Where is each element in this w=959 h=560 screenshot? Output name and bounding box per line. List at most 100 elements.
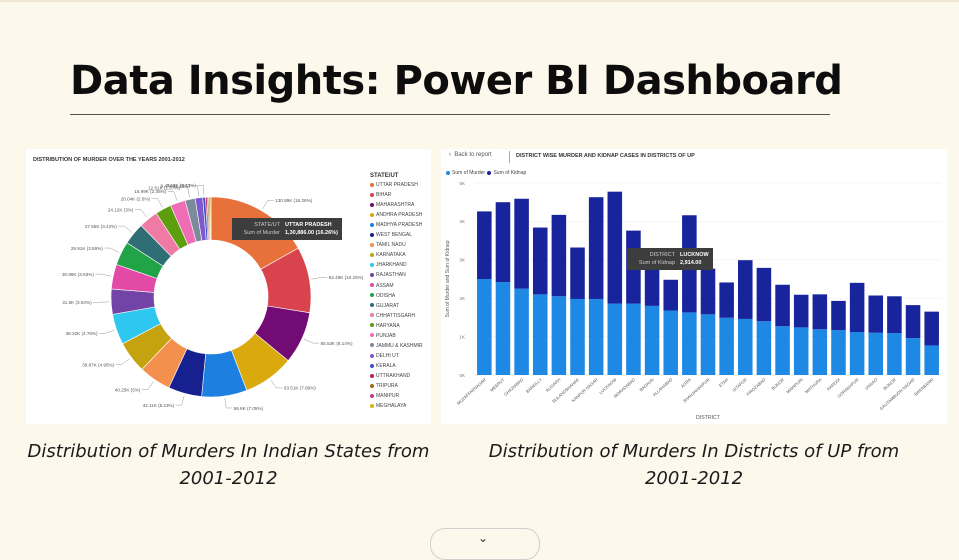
bar-segment[interactable] [645, 306, 660, 375]
legend-dot [370, 323, 374, 327]
bar-segment[interactable] [663, 280, 678, 311]
bar-segment[interactable] [608, 304, 623, 375]
x-tick-label: BADAUN [638, 377, 654, 392]
legend-item[interactable]: GUJARAT [370, 303, 399, 310]
caption-line: Distribution of Murders In Indian States… [26, 438, 431, 465]
legend-dot [370, 193, 374, 197]
donut-chart-panel[interactable]: DISTRIBUTION OF MURDER OVER THE YEARS 20… [26, 149, 431, 424]
donut-leader-line [225, 398, 232, 408]
donut-leader-line [142, 381, 154, 389]
legend-dot [370, 374, 374, 378]
bar-segment[interactable] [813, 329, 828, 375]
bar-segment[interactable] [626, 304, 641, 375]
x-tick-label: MAINPURI [785, 377, 804, 394]
x-tick-label: GHAZIABAD [503, 377, 524, 397]
chevron-down-icon[interactable]: ⌄ [478, 531, 488, 545]
bar-segment[interactable] [552, 215, 567, 296]
donut-data-label: 38.32K (4.76%) [66, 331, 98, 336]
bar-segment[interactable] [868, 296, 883, 333]
legend-item[interactable]: ANDHRA PRADESH [370, 212, 422, 219]
bar-segment[interactable] [477, 211, 492, 279]
bar-segment[interactable] [924, 312, 939, 346]
donut-data-label: 24.12K (3%) [108, 207, 134, 212]
bar-segment[interactable] [719, 282, 734, 317]
legend-item[interactable]: TAMIL NADU [370, 242, 406, 249]
legend-item[interactable]: KARNATAKA [370, 252, 406, 259]
bar-segment[interactable] [533, 294, 548, 375]
bar-segment[interactable] [906, 305, 921, 338]
bar-segment[interactable] [552, 296, 567, 375]
bar-segment[interactable] [589, 197, 604, 299]
bar-segment[interactable] [533, 228, 548, 295]
legend-item[interactable]: MEGHALAYA [370, 403, 406, 410]
legend-item[interactable]: JHARKHAND [370, 262, 407, 269]
bar-segment[interactable] [738, 260, 753, 319]
legend-item[interactable]: BIHAR [370, 192, 391, 199]
bar-segment[interactable] [775, 285, 790, 326]
legend-item[interactable]: CHHATTISGARH [370, 313, 415, 320]
bar-segment[interactable] [496, 282, 511, 375]
bar-segment[interactable] [831, 301, 846, 330]
bar-segment[interactable] [868, 333, 883, 375]
bar-segment[interactable] [570, 248, 585, 299]
bar-chart-panel[interactable]: ‹ Back to report DISTRICT WISE MURDER AN… [441, 149, 947, 424]
legend-item[interactable]: RAJASTHAN [370, 272, 406, 279]
bar-segment[interactable] [831, 330, 846, 375]
bar-segment[interactable] [775, 326, 790, 375]
legend-item[interactable]: KERALA [370, 363, 396, 370]
bar-segment[interactable] [757, 268, 772, 321]
donut-data-label: 3.46K (0.43%) [166, 183, 196, 188]
legend-label: UTTAR PRADESH [376, 182, 418, 188]
legend-label: JHARKHAND [376, 262, 407, 268]
donut-leader-line [135, 210, 147, 218]
bar-segment[interactable] [496, 202, 511, 282]
legend-item[interactable]: UTTRAKHAND [370, 373, 410, 380]
legend-item[interactable]: MAHARASHTRA [370, 202, 414, 209]
legend-item[interactable]: JAMMU & KASHMIR [370, 343, 423, 350]
bar-segment[interactable] [794, 327, 809, 375]
bar-segment[interactable] [514, 199, 529, 289]
bar-segment[interactable] [645, 267, 660, 305]
bar-segment[interactable] [701, 314, 716, 375]
y-tick-label: 2K [459, 296, 466, 301]
bar-segment[interactable] [906, 338, 921, 375]
donut-data-label: 20.04K (2.6%) [121, 196, 151, 201]
legend-item[interactable]: UTTAR PRADESH [370, 182, 418, 189]
bar-segment[interactable] [608, 192, 623, 304]
legend-item[interactable]: MANIPUR [370, 393, 399, 400]
legend-item[interactable]: WEST BENGAL [370, 232, 412, 239]
bar-segment[interactable] [682, 312, 697, 375]
legend-item[interactable]: TRIPURA [370, 383, 398, 390]
bar-segment[interactable] [850, 283, 865, 332]
bar-segment[interactable] [757, 321, 772, 375]
legend-item[interactable]: HARYANA [370, 323, 400, 330]
bar-segment[interactable] [477, 279, 492, 375]
donut-slice[interactable] [210, 197, 211, 240]
legend-label: WEST BENGAL [376, 232, 412, 238]
x-tick-label: ALIGARH [545, 377, 562, 393]
legend-dot [370, 223, 374, 227]
legend-item[interactable]: MADHYA PRADESH [370, 222, 422, 229]
bar-segment[interactable] [887, 296, 902, 333]
bar-segment[interactable] [701, 269, 716, 315]
bar-segment[interactable] [887, 333, 902, 375]
legend-item[interactable]: PUNJAB [370, 333, 396, 340]
bar-segment[interactable] [663, 310, 678, 375]
bar-segment[interactable] [589, 299, 604, 375]
legend-dot [370, 333, 374, 337]
bar-segment[interactable] [794, 295, 809, 328]
bar-segment[interactable] [813, 294, 828, 329]
bar-segment[interactable] [570, 299, 585, 375]
bar-segment[interactable] [719, 318, 734, 375]
legend-item[interactable]: DELHI UT [370, 353, 399, 360]
bar-segment[interactable] [514, 289, 529, 375]
bar-segment[interactable] [738, 319, 753, 375]
legend-item[interactable]: ASSAM [370, 283, 394, 290]
legend-item[interactable]: ODISHA [370, 293, 395, 300]
bar-segment[interactable] [924, 345, 939, 375]
legend-label: HARYANA [376, 323, 400, 329]
bar-segment[interactable] [850, 332, 865, 375]
donut-leader-line [304, 339, 319, 343]
